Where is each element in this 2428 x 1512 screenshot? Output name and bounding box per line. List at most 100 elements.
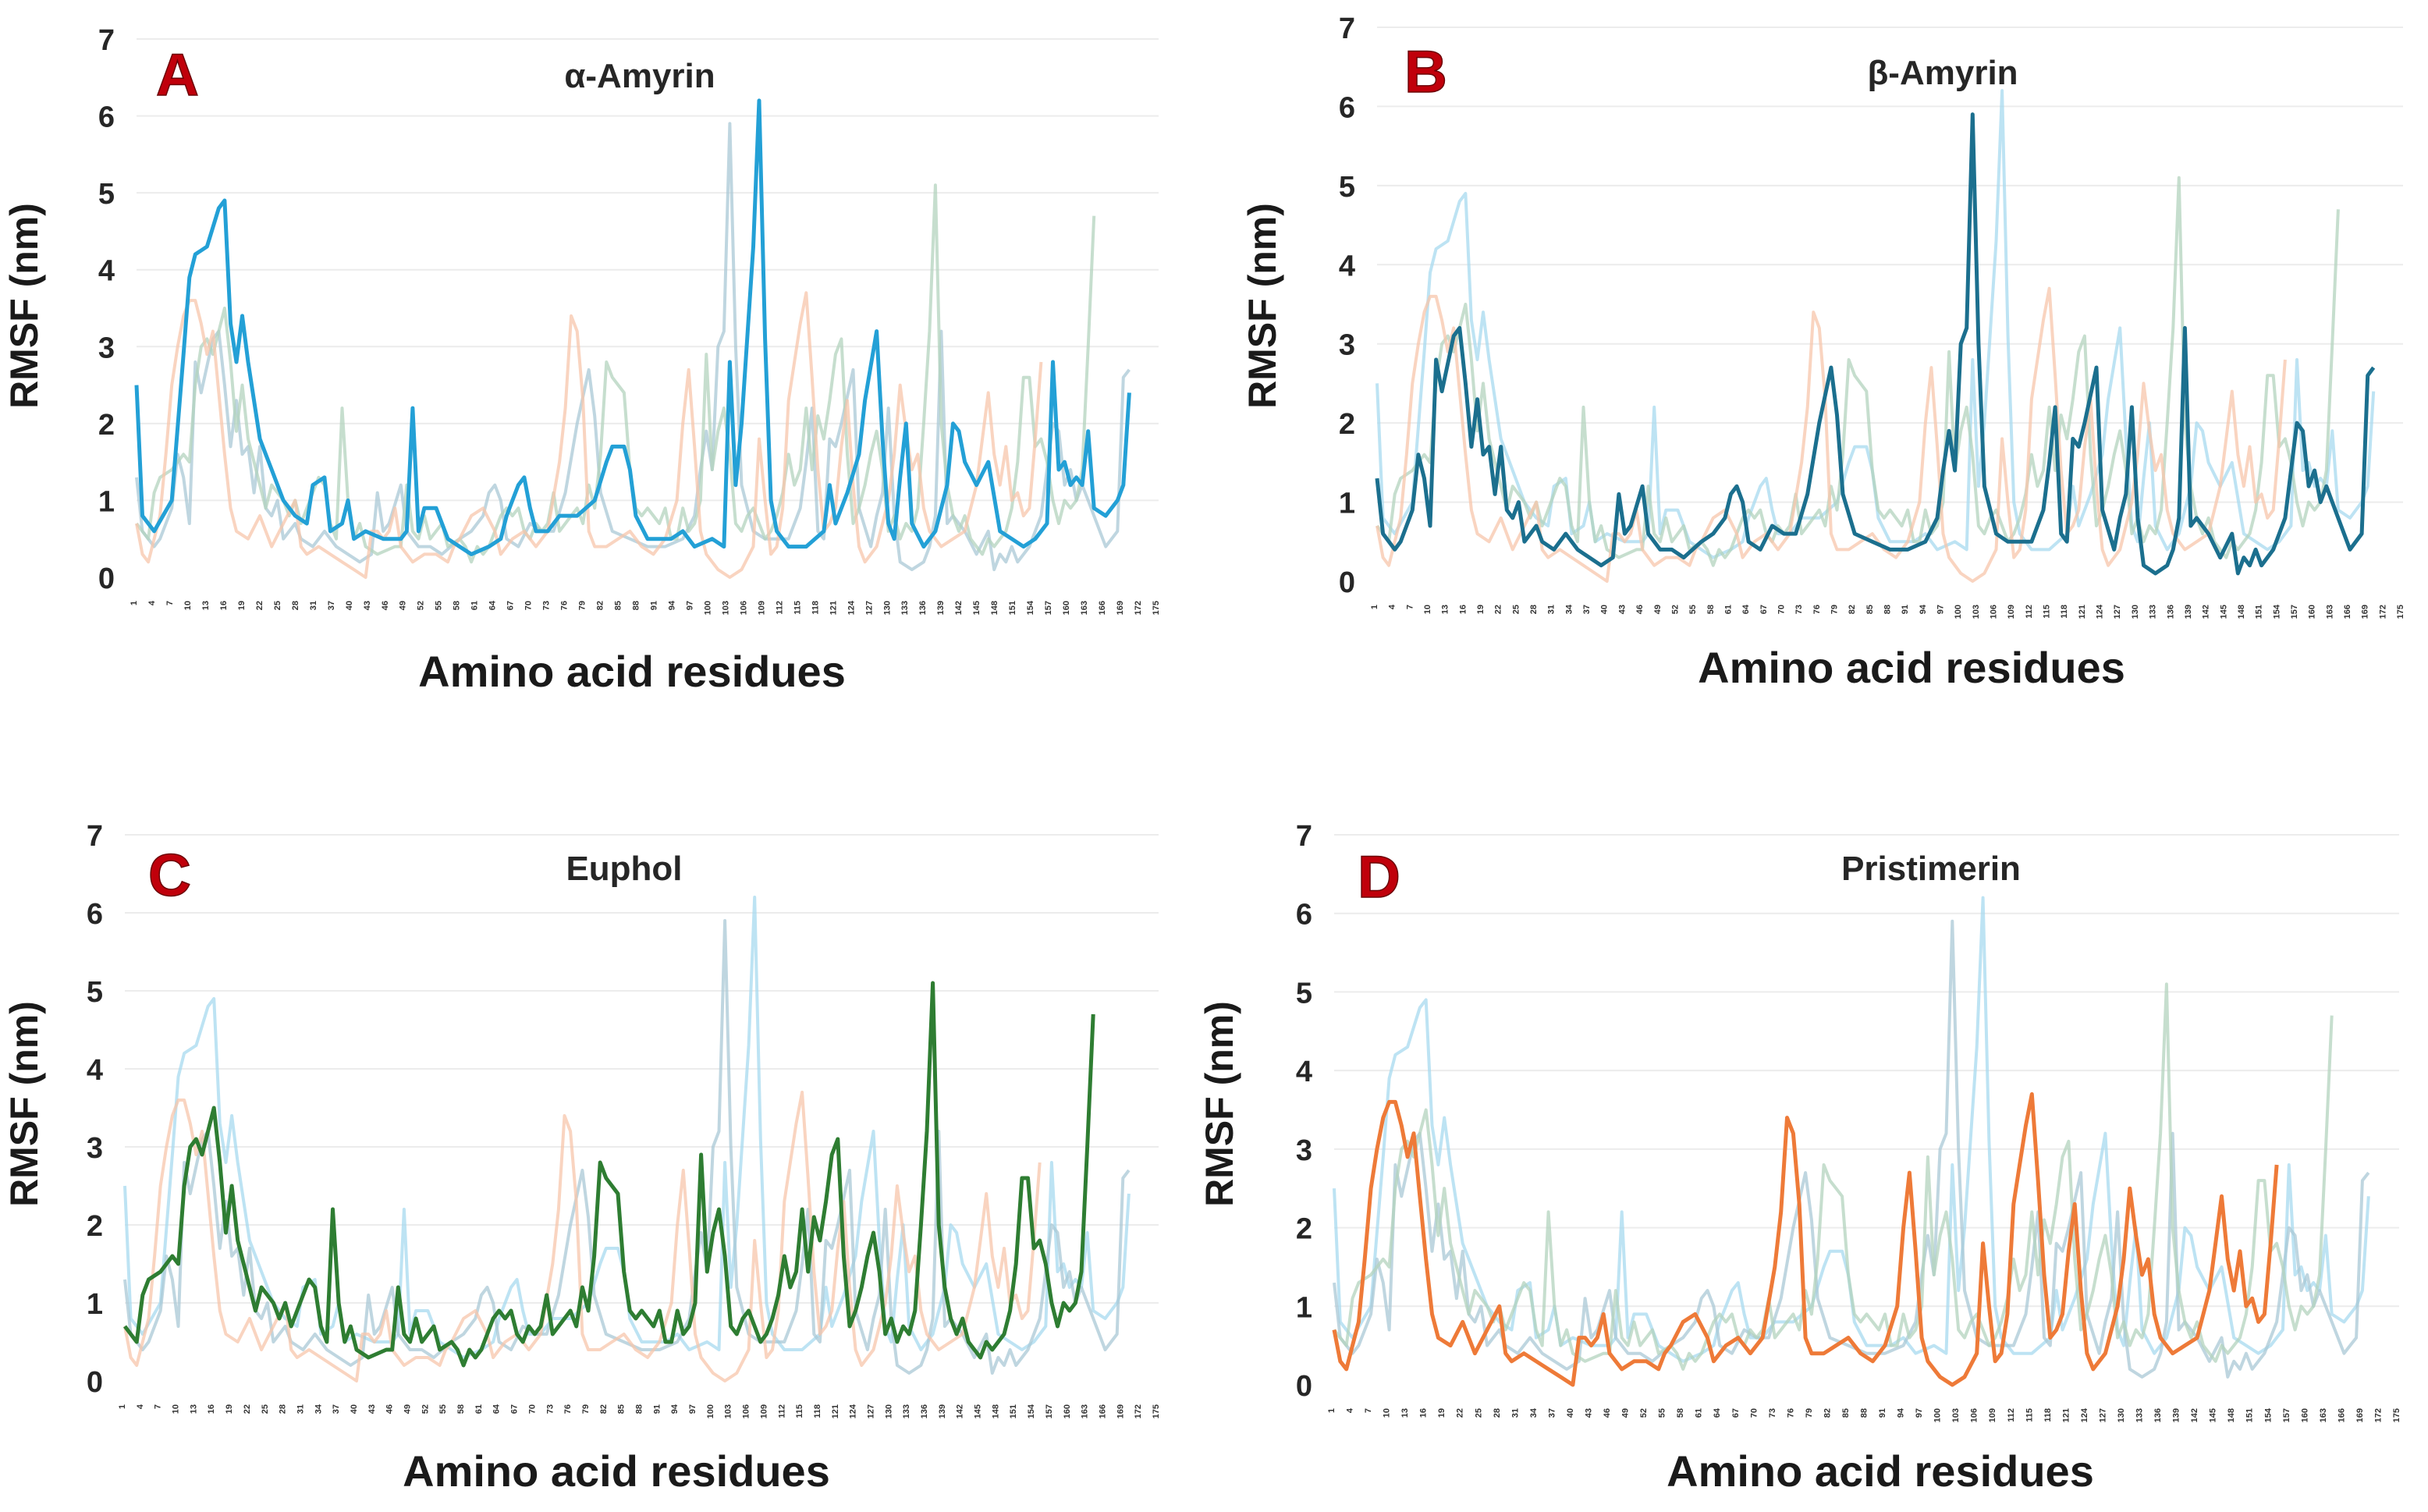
- x-tick-label: 172: [1134, 1404, 1143, 1418]
- x-tick-label: 85: [617, 1404, 627, 1414]
- x-tick-label: 46: [385, 1404, 395, 1414]
- x-tick-label: 10: [183, 601, 193, 610]
- x-tick-label: 64: [492, 1404, 502, 1414]
- x-tick-label: 19: [1476, 605, 1486, 614]
- x-tick-label: 157: [2290, 605, 2299, 619]
- x-tick-label: 115: [795, 1404, 804, 1418]
- x-tick-label: 121: [831, 1404, 840, 1418]
- y-tick-label: 2: [98, 409, 115, 442]
- x-tick-label: 7: [1364, 1408, 1373, 1413]
- x-tick-label: 139: [938, 1404, 947, 1418]
- x-tick-label: 142: [2190, 1408, 2199, 1422]
- x-tick-label: 13: [201, 601, 211, 610]
- x-tick-label: 10: [1423, 605, 1432, 614]
- x-axis-title: Amino acid residues: [403, 1446, 830, 1496]
- x-tick-label: 22: [1456, 1408, 1465, 1418]
- x-tick-label: 109: [759, 1404, 769, 1418]
- x-tick-label: 52: [1639, 1408, 1649, 1418]
- x-tick-label: 34: [314, 1404, 323, 1414]
- x-axis-title: Amino acid residues: [418, 647, 846, 696]
- x-tick-label: 82: [596, 601, 605, 610]
- y-tick-label: 4: [98, 255, 115, 288]
- x-tick-label: 67: [1731, 1408, 1741, 1418]
- x-tick-label: 175: [1152, 601, 1161, 615]
- y-tick-label: 7: [1339, 12, 1355, 45]
- y-tick-label: 5: [1296, 977, 1312, 1010]
- x-tick-label: 145: [974, 1404, 983, 1418]
- x-tick-label: 115: [2025, 1408, 2034, 1422]
- y-tick-label: 3: [98, 332, 115, 364]
- x-tick-label: 85: [1841, 1408, 1851, 1418]
- x-tick-label: 154: [1026, 600, 1035, 615]
- x-tick-label: 97: [1915, 1408, 1924, 1418]
- x-tick-label: 139: [2184, 605, 2193, 619]
- panel-letter: D: [1358, 844, 1400, 910]
- x-tick-label: 160: [1062, 601, 1071, 615]
- y-tick-label: 4: [87, 1054, 103, 1087]
- x-tick-label: 19: [237, 601, 247, 610]
- series-line-β-Amyrin: [1375, 112, 2376, 576]
- x-tick-label: 169: [1116, 601, 1125, 615]
- chart-title: Pristimerin: [1841, 850, 2021, 888]
- x-tick-label: 43: [363, 601, 372, 610]
- x-tick-label: 64: [488, 600, 498, 610]
- x-tick-label: 127: [866, 1404, 875, 1418]
- x-tick-label: 172: [2378, 605, 2387, 619]
- y-tick-label: 1: [1339, 488, 1355, 520]
- x-tick-label: 145: [972, 601, 981, 615]
- x-tick-label: 100: [706, 1404, 715, 1418]
- x-tick-label: 43: [367, 1404, 377, 1414]
- x-tick-label: 61: [1695, 1408, 1704, 1418]
- series-line-α-Amyrin: [134, 98, 1131, 556]
- x-tick-label: 136: [920, 1404, 929, 1418]
- x-tick-label: 61: [474, 1404, 484, 1414]
- x-tick-label: 67: [510, 1404, 520, 1414]
- y-axis-title: RMSF (nm): [2, 1001, 46, 1207]
- x-tick-label: 31: [1547, 605, 1557, 614]
- x-tick-label: 103: [724, 1404, 733, 1418]
- x-tick-label: 154: [1027, 1404, 1036, 1418]
- x-tick-label: 19: [225, 1404, 234, 1414]
- y-tick-label: 2: [1296, 1213, 1312, 1246]
- series-line-Euphol: [123, 981, 1095, 1368]
- y-tick-label: 6: [1339, 91, 1355, 124]
- x-tick-label: 49: [1653, 605, 1663, 614]
- x-tick-label: 25: [273, 601, 282, 610]
- y-tick-label: 3: [1339, 329, 1355, 362]
- x-tick-label: 82: [599, 1404, 609, 1414]
- x-tick-label: 37: [1547, 1408, 1557, 1418]
- x-tick-label: 4: [1388, 604, 1397, 609]
- x-tick-label: 28: [279, 1404, 288, 1414]
- x-tick-label: 55: [1658, 1408, 1667, 1418]
- y-tick-label: 7: [1296, 820, 1312, 853]
- x-tick-label: 76: [1812, 605, 1822, 614]
- x-tick-label: 4: [147, 600, 157, 605]
- y-tick-label: 1: [98, 485, 115, 518]
- x-tick-label: 100: [703, 601, 712, 615]
- x-tick-label: 127: [864, 601, 874, 615]
- x-tick-label: 16: [1419, 1408, 1429, 1418]
- y-tick-label: 0: [98, 563, 115, 595]
- x-tick-label: 130: [2117, 1408, 2126, 1422]
- y-tick-label: 7: [98, 24, 115, 57]
- y-tick-label: 7: [87, 820, 103, 853]
- x-tick-label: 172: [2373, 1408, 2383, 1422]
- x-tick-label: 163: [2325, 605, 2334, 619]
- x-tick-label: 91: [1878, 1408, 1887, 1418]
- x-tick-label: 133: [900, 601, 910, 615]
- x-tick-label: 166: [1098, 1404, 1107, 1418]
- x-tick-label: 13: [1400, 1408, 1410, 1418]
- x-tick-label: 88: [632, 601, 641, 610]
- x-tick-label: 106: [1970, 1408, 1979, 1422]
- x-tick-label: 55: [438, 1404, 448, 1414]
- x-tick-label: 166: [1098, 601, 1107, 615]
- y-axis-title: RMSF (nm): [1198, 1001, 1241, 1207]
- x-tick-label: 22: [1494, 605, 1503, 614]
- x-tick-label: 73: [545, 1404, 555, 1414]
- series-line-Euphol: [1376, 176, 2340, 567]
- x-tick-label: 52: [417, 601, 426, 610]
- y-tick-label: 5: [98, 178, 115, 211]
